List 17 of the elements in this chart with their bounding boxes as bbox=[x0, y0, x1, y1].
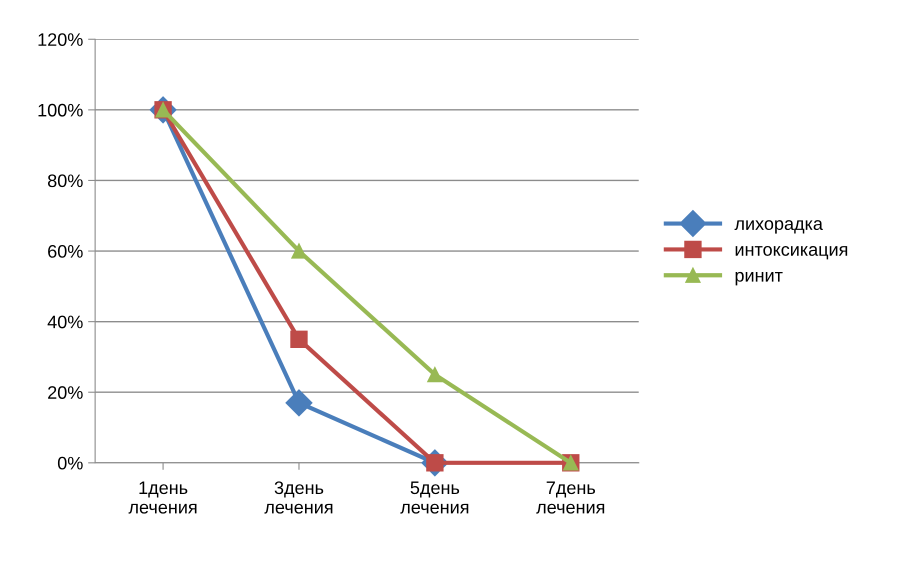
legend-label: лихорадка bbox=[734, 220, 823, 234]
y-tick-label: 100% bbox=[38, 104, 83, 117]
y-tick-label: 80% bbox=[48, 174, 83, 188]
legend-label: интоксикация bbox=[736, 246, 848, 260]
x-tick-label: 5день лечения bbox=[400, 482, 468, 514]
y-tick-label: 120% bbox=[38, 33, 83, 46]
y-tick-label: 20% bbox=[48, 386, 83, 399]
x-tick-label: 7день лечения bbox=[536, 482, 604, 514]
point bbox=[427, 366, 443, 382]
y-tick-label: 60% bbox=[48, 244, 83, 258]
x-tick-label: 3день лечения bbox=[264, 481, 332, 514]
y-tick-label: 40% bbox=[48, 316, 83, 328]
point bbox=[286, 389, 312, 416]
point bbox=[290, 330, 308, 348]
legend-label: ринит bbox=[736, 272, 783, 286]
x-tick-label: 1день лечения bbox=[128, 482, 196, 514]
y-tick-label: 0% bbox=[58, 456, 83, 470]
